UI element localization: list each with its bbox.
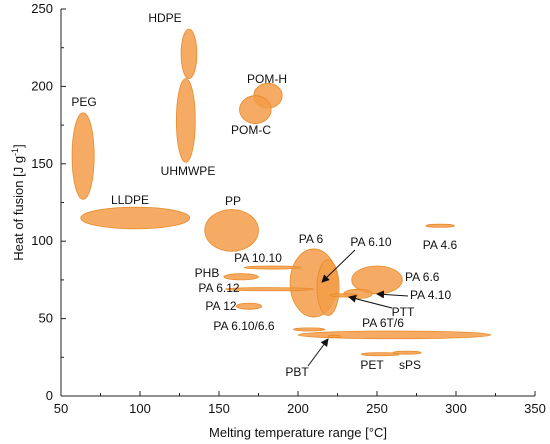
blob-pa-4-6: [425, 223, 455, 228]
blob-pbt: [327, 334, 342, 339]
data-blobs: [71, 28, 492, 357]
y-axis-title-sup: -1: [10, 148, 20, 156]
label-peg: PEG: [71, 95, 96, 109]
label-pa-4-6: PA 4.6: [423, 238, 458, 252]
blob-ptt: [329, 293, 359, 298]
arrow-pbt: [307, 338, 329, 367]
y-tick-label-100: 100: [31, 233, 53, 248]
label-pa-4-10: PA 4.10: [410, 288, 451, 302]
y-axis-title-main: Heat of fusion [J g: [11, 156, 26, 261]
arrow-pa-6-10: [321, 249, 356, 283]
x-tick-label-50: 50: [54, 401, 68, 416]
label-pom-h: POM-H: [247, 72, 287, 86]
blob-peg: [71, 112, 95, 200]
label-phb: PHB: [195, 266, 220, 280]
label-lldpe: LLDPE: [111, 193, 149, 207]
blob-pa-6-10: [316, 259, 340, 316]
x-tick-label-150: 150: [208, 401, 230, 416]
blob-lldpe: [80, 206, 191, 230]
blob-uhmwpe: [175, 78, 196, 163]
label-pa-6t-6: PA 6T/6: [362, 316, 404, 330]
blob-phb: [223, 273, 259, 281]
y-tick-label-0: 0: [46, 388, 53, 403]
y-axis-title-end: ]: [11, 144, 26, 148]
label-pbt: PBT: [285, 365, 309, 379]
label-ptt: PTT: [392, 305, 415, 319]
blob-pp: [204, 209, 259, 252]
label-uhmwpe: UHMWPE: [161, 164, 216, 178]
label-pa-6-6: PA 6.6: [405, 270, 440, 284]
label-pa-6: PA 6: [299, 232, 324, 246]
arrow-pa-4-10: [376, 290, 409, 299]
y-axis-title: Heat of fusion [J g-1]: [10, 144, 26, 260]
x-axis-title: Melting temperature range [°C]: [209, 425, 387, 440]
label-pa-12: PA 12: [205, 299, 236, 313]
blob-pa-6-12: [224, 287, 315, 292]
label-sps: sPS: [399, 358, 421, 372]
x-tick-label-300: 300: [445, 401, 467, 416]
x-tick-label-350: 350: [524, 401, 546, 416]
y-tick-label-50: 50: [39, 311, 53, 326]
blob-pa-12: [235, 302, 263, 310]
label-pa-6-10: PA 6.10: [350, 235, 391, 249]
label-pa-10-10: PA 10.10: [234, 251, 282, 265]
blob-sps: [392, 350, 422, 355]
blob-pa-10-10: [243, 265, 302, 270]
y-tick-label-150: 150: [31, 156, 53, 171]
label-pet: PET: [360, 358, 384, 372]
blob-pa-6t-6: [297, 330, 492, 340]
label-pp: PP: [225, 194, 241, 208]
y-tick-label-250: 250: [31, 1, 53, 16]
blob-pom-c: [239, 95, 272, 124]
arrow-ptt: [348, 294, 393, 309]
label-hdpe: HDPE: [148, 11, 181, 25]
y-tick-label-200: 200: [31, 78, 53, 93]
blob-pa-6-10-6-6: [292, 327, 326, 332]
label-arrows: [307, 249, 409, 367]
x-tick-label-200: 200: [287, 401, 309, 416]
x-tick-label-250: 250: [366, 401, 388, 416]
label-pa-6-12: PA 6.12: [198, 281, 239, 295]
x-tick-label-100: 100: [129, 401, 151, 416]
blob-hdpe: [180, 28, 198, 80]
blob-labels: HDPE UHMWPE POM-H POM-C PEG LLDPE PP PA 4.6 PA 6…: [71, 11, 457, 379]
label-pa-6-10-6-6: PA 6.10/6.6: [213, 319, 274, 333]
label-pom-c: POM-C: [231, 123, 271, 137]
